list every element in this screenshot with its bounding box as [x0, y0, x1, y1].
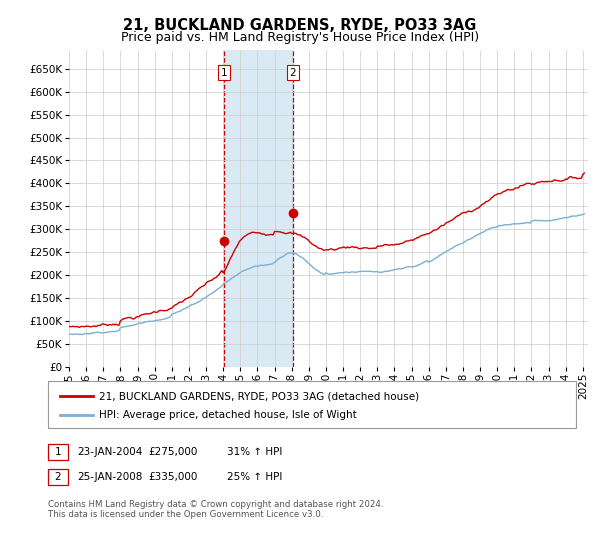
Text: 25-JAN-2008: 25-JAN-2008 — [77, 472, 142, 482]
Text: 1: 1 — [55, 447, 61, 457]
Bar — [224, 50, 293, 367]
Text: 2: 2 — [55, 472, 61, 482]
Text: HPI: Average price, detached house, Isle of Wight: HPI: Average price, detached house, Isle… — [99, 410, 357, 420]
Text: £275,000: £275,000 — [149, 447, 198, 457]
Text: 25% ↑ HPI: 25% ↑ HPI — [227, 472, 282, 482]
Text: 21, BUCKLAND GARDENS, RYDE, PO33 3AG (detached house): 21, BUCKLAND GARDENS, RYDE, PO33 3AG (de… — [99, 391, 419, 401]
Text: 21, BUCKLAND GARDENS, RYDE, PO33 3AG: 21, BUCKLAND GARDENS, RYDE, PO33 3AG — [124, 18, 476, 33]
Text: £335,000: £335,000 — [149, 472, 198, 482]
Text: 2: 2 — [289, 68, 296, 77]
Text: 23-JAN-2004: 23-JAN-2004 — [77, 447, 142, 457]
Text: Contains HM Land Registry data © Crown copyright and database right 2024.
This d: Contains HM Land Registry data © Crown c… — [48, 500, 383, 519]
Text: 31% ↑ HPI: 31% ↑ HPI — [227, 447, 282, 457]
Text: Price paid vs. HM Land Registry's House Price Index (HPI): Price paid vs. HM Land Registry's House … — [121, 31, 479, 44]
Text: 1: 1 — [221, 68, 227, 77]
